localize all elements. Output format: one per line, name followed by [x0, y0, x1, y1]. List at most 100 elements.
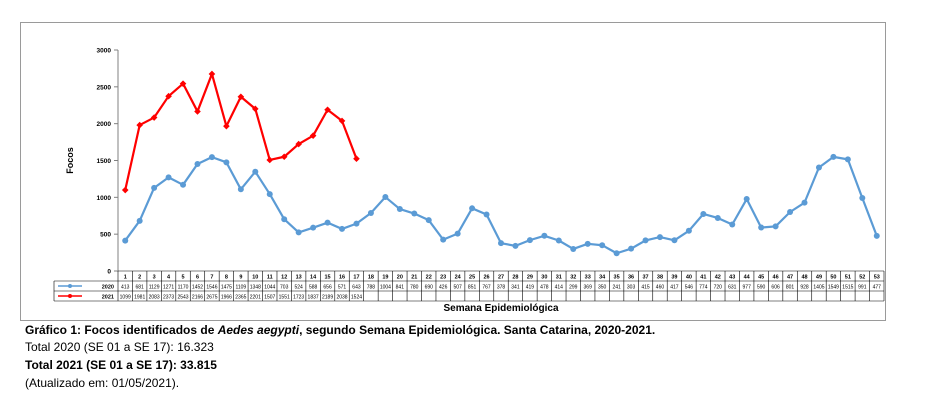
table-value: 2038 [336, 295, 347, 301]
data-point-2020 [498, 240, 504, 247]
table-value: 1004 [380, 285, 391, 291]
x-tick-label: 32 [570, 275, 576, 281]
data-point-2021 [194, 108, 201, 115]
data-point-2021 [324, 106, 331, 114]
data-point-2021 [280, 153, 288, 161]
table-value: 1348 [250, 285, 261, 291]
x-tick-label: 43 [729, 275, 735, 281]
x-tick-label: 41 [700, 275, 706, 281]
x-tick-label: 36 [628, 275, 634, 281]
y-tick-label: 2500 [97, 84, 112, 91]
x-tick-label: 44 [744, 275, 751, 281]
table-value: 241 [612, 285, 621, 291]
x-tick-label: 5 [182, 275, 185, 281]
data-point-2020 [396, 206, 403, 213]
table-value: 1271 [163, 285, 174, 291]
x-tick-label: 26 [483, 275, 489, 281]
data-point-2020 [815, 164, 822, 171]
data-point-2020 [743, 196, 750, 203]
table-value: 774 [699, 285, 708, 291]
table-value: 631 [728, 285, 737, 291]
table-value: 2201 [250, 295, 261, 301]
y-tick-label: 3000 [97, 48, 112, 55]
x-tick-label: 8 [225, 275, 228, 281]
data-point-2020 [382, 194, 389, 201]
x-tick-label: 16 [339, 275, 345, 281]
legend-label: 2020 [102, 285, 114, 291]
table-value: 2166 [192, 295, 203, 301]
table-value: 2365 [235, 295, 246, 301]
x-tick-label: 19 [382, 275, 388, 281]
data-point-2020 [772, 223, 779, 230]
x-tick-label: 11 [267, 275, 273, 281]
table-value: 1452 [192, 285, 203, 291]
data-point-2020 [425, 217, 432, 224]
total-2021-text: Total 2021 (SE 01 a SE 17): 33.815 [25, 358, 217, 372]
x-tick-label: 40 [686, 275, 692, 281]
table-value: 703 [280, 285, 289, 291]
table-value: 426 [439, 285, 448, 291]
table-value: 546 [685, 285, 694, 291]
figure-caption: Gráfico 1: Focos identificados de Aedes … [25, 323, 655, 337]
data-point-2021 [338, 117, 346, 125]
table-value: 991 [858, 285, 867, 291]
x-tick-label: 14 [310, 275, 317, 281]
data-point-2020 [324, 219, 331, 226]
y-tick-label: 1500 [97, 158, 112, 165]
data-point-2020 [628, 245, 635, 252]
table-value: 414 [555, 285, 564, 291]
table-value: 2373 [163, 295, 174, 301]
y-axis-title: Focos [65, 147, 75, 174]
data-point-2020 [208, 154, 215, 161]
x-tick-label: 37 [642, 275, 648, 281]
x-tick-label: 47 [787, 275, 793, 281]
x-tick-label: 4 [167, 275, 171, 281]
total-2020-text: Total 2020 (SE 01 a SE 17): 16.323 [25, 340, 214, 354]
caption-suffix: , segundo Semana Epidemiológica. Santa C… [299, 323, 656, 337]
table-value: 606 [771, 285, 780, 291]
data-point-2021 [150, 114, 158, 121]
y-tick-label: 1000 [97, 195, 112, 202]
table-value: 588 [309, 285, 318, 291]
table-value: 1837 [308, 295, 319, 301]
data-point-2020 [541, 232, 548, 239]
data-point-2021 [353, 155, 360, 163]
data-point-2021 [266, 156, 274, 164]
table-value: 1723 [293, 295, 304, 301]
table-value: 928 [800, 285, 809, 291]
table-value: 1966 [221, 295, 232, 301]
data-point-2020 [801, 199, 808, 206]
data-point-2020 [310, 224, 317, 231]
table-value: 977 [743, 285, 752, 291]
table-value: 1515 [842, 285, 853, 291]
table-value: 780 [410, 285, 419, 291]
series-line-2021 [124, 72, 358, 191]
data-point-2021 [208, 70, 216, 78]
table-value: 767 [482, 285, 491, 291]
chart-frame: 0 500 1000 1500 2000 2500 3000 Focos 1 2 3 4 5 6 7 8 9 10… [20, 22, 886, 321]
table-value: 477 [873, 285, 882, 291]
x-tick-label: 30 [541, 275, 547, 281]
data-point-2020 [671, 237, 678, 244]
data-point-2020 [700, 210, 707, 217]
data-point-2020 [180, 181, 187, 188]
data-point-2020 [266, 191, 273, 198]
table-value: 1507 [264, 295, 275, 301]
data-point-2020 [570, 245, 577, 252]
data-point-2020 [469, 205, 476, 212]
table-value: 478 [540, 285, 549, 291]
x-tick-label: 38 [657, 275, 663, 281]
table-value: 303 [627, 285, 636, 291]
y-tick-label: 2000 [97, 121, 112, 128]
data-point-2020 [194, 161, 201, 168]
table-value: 720 [714, 285, 723, 291]
table-value: 1524 [351, 295, 362, 301]
x-tick-label: 33 [585, 275, 591, 281]
data-point-2020 [440, 236, 447, 243]
table-value: 1981 [134, 295, 145, 301]
x-tick-label: 28 [512, 275, 518, 281]
x-tick-label: 18 [368, 275, 374, 281]
table-value: 1099 [120, 295, 131, 301]
table-value: 2189 [322, 295, 333, 301]
